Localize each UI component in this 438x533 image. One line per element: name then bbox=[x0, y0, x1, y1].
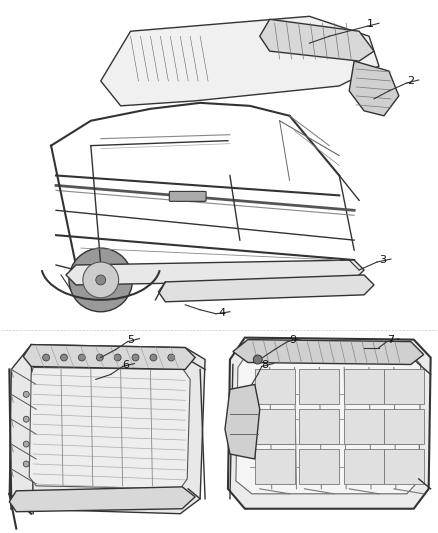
Bar bbox=[300, 409, 339, 444]
Bar bbox=[344, 369, 384, 404]
Text: 5: 5 bbox=[127, 335, 134, 345]
Circle shape bbox=[253, 355, 262, 364]
Polygon shape bbox=[9, 487, 195, 512]
Circle shape bbox=[23, 441, 29, 447]
Text: 4: 4 bbox=[218, 308, 225, 318]
Bar bbox=[384, 449, 424, 484]
Bar bbox=[300, 449, 339, 484]
FancyBboxPatch shape bbox=[170, 191, 206, 201]
Polygon shape bbox=[228, 337, 431, 508]
Text: 8: 8 bbox=[262, 360, 269, 369]
Circle shape bbox=[168, 354, 175, 361]
Polygon shape bbox=[66, 260, 364, 285]
Text: 6: 6 bbox=[123, 360, 130, 369]
Circle shape bbox=[42, 354, 49, 361]
Bar bbox=[255, 409, 294, 444]
Circle shape bbox=[78, 354, 85, 361]
Bar bbox=[384, 369, 424, 404]
Text: 2: 2 bbox=[407, 76, 414, 86]
Circle shape bbox=[96, 354, 103, 361]
Bar bbox=[384, 409, 424, 444]
Bar bbox=[255, 369, 294, 404]
Polygon shape bbox=[29, 367, 190, 489]
Text: 3: 3 bbox=[379, 255, 386, 265]
Circle shape bbox=[96, 275, 106, 285]
Circle shape bbox=[60, 354, 67, 361]
Bar bbox=[344, 449, 384, 484]
Polygon shape bbox=[159, 275, 374, 302]
Circle shape bbox=[23, 391, 29, 397]
Bar bbox=[300, 369, 339, 404]
Circle shape bbox=[150, 354, 157, 361]
Bar bbox=[344, 409, 384, 444]
Polygon shape bbox=[349, 61, 399, 116]
Bar bbox=[255, 449, 294, 484]
Text: 1: 1 bbox=[367, 19, 374, 29]
Polygon shape bbox=[225, 384, 260, 459]
Polygon shape bbox=[9, 345, 205, 514]
Circle shape bbox=[69, 248, 133, 312]
Circle shape bbox=[132, 354, 139, 361]
Polygon shape bbox=[233, 340, 424, 365]
Polygon shape bbox=[101, 17, 379, 106]
Circle shape bbox=[23, 416, 29, 422]
Text: 9: 9 bbox=[290, 335, 297, 345]
Polygon shape bbox=[23, 345, 195, 369]
Circle shape bbox=[114, 354, 121, 361]
Circle shape bbox=[83, 262, 119, 298]
Polygon shape bbox=[260, 19, 374, 61]
Text: 7: 7 bbox=[387, 335, 394, 345]
Circle shape bbox=[23, 461, 29, 467]
Polygon shape bbox=[236, 350, 421, 494]
